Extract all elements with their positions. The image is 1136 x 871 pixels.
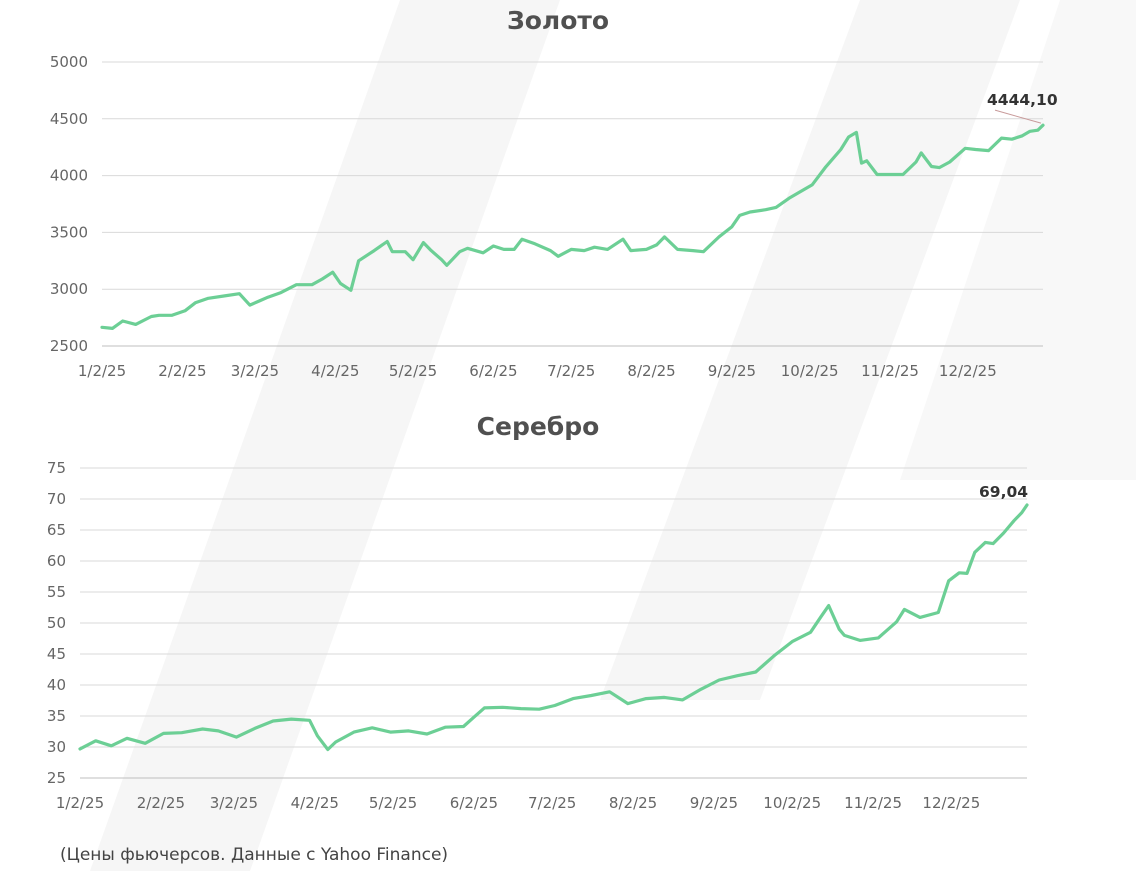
silver-end-value-label: 69,04 xyxy=(979,483,1028,501)
silver-y-tick-label: 50 xyxy=(47,614,66,632)
silver-y-tick-label: 55 xyxy=(47,583,66,601)
gold-x-tick-label: 5/2/25 xyxy=(389,362,437,380)
gold-x-tick-label: 10/2/25 xyxy=(781,362,839,380)
silver-x-tick-label: 1/2/25 xyxy=(56,794,104,812)
gold-x-tick-label: 11/2/25 xyxy=(861,362,919,380)
gold-y-tick-label: 3500 xyxy=(50,223,88,241)
silver-y-tick-label: 65 xyxy=(47,521,66,539)
silver-y-tick-label: 40 xyxy=(47,676,66,694)
gold-price-line xyxy=(100,123,1045,330)
gold-x-tick-label: 4/2/25 xyxy=(311,362,359,380)
gold-x-tick-label: 3/2/25 xyxy=(231,362,279,380)
silver-x-tick-label: 10/2/25 xyxy=(763,794,821,812)
silver-y-tick-label: 25 xyxy=(47,769,66,787)
footnote: (Цены фьючерсов. Данные с Yahoo Finance) xyxy=(60,845,449,865)
gold-y-tick-label: 3000 xyxy=(50,280,88,298)
silver-y-tick-label: 45 xyxy=(47,645,66,663)
gold-chart-title: Золото xyxy=(506,6,610,35)
silver-price-line xyxy=(78,503,1029,752)
gold-x-tick-label: 2/2/25 xyxy=(158,362,206,380)
gold-x-tick-label: 1/2/25 xyxy=(78,362,126,380)
silver-x-tick-label: 3/2/25 xyxy=(210,794,258,812)
gold-x-tick-label: 6/2/25 xyxy=(469,362,517,380)
silver-x-tick-label: 6/2/25 xyxy=(450,794,498,812)
gold-x-tick-label: 8/2/25 xyxy=(627,362,675,380)
gold-y-tick-label: 4500 xyxy=(50,110,88,128)
silver-y-tick-label: 75 xyxy=(47,459,66,477)
gold-y-tick-label: 2500 xyxy=(50,337,88,355)
silver-chart-title: Серебро xyxy=(476,412,600,441)
gold-y-tick-label: 4000 xyxy=(50,167,88,185)
gold-x-tick-label: 9/2/25 xyxy=(708,362,756,380)
silver-y-tick-label: 60 xyxy=(47,552,66,570)
silver-x-tick-label: 5/2/25 xyxy=(369,794,417,812)
gold-end-value-label: 4444,10 xyxy=(987,91,1058,109)
silver-x-tick-label: 8/2/25 xyxy=(609,794,657,812)
silver-x-tick-label: 9/2/25 xyxy=(690,794,738,812)
gold-y-tick-label: 5000 xyxy=(50,53,88,71)
gold-end-label-leader xyxy=(994,109,1042,124)
silver-y-tick-label: 70 xyxy=(47,490,66,508)
silver-x-tick-label: 2/2/25 xyxy=(137,794,185,812)
silver-y-tick-label: 35 xyxy=(47,707,66,725)
silver-x-tick-label: 12/2/25 xyxy=(922,794,980,812)
silver-y-tick-label: 30 xyxy=(47,738,66,756)
gold-x-tick-label: 7/2/25 xyxy=(547,362,595,380)
gold-x-tick-label: 12/2/25 xyxy=(939,362,997,380)
silver-x-tick-label: 4/2/25 xyxy=(291,794,339,812)
silver-x-tick-label: 7/2/25 xyxy=(528,794,576,812)
silver-x-tick-label: 11/2/25 xyxy=(844,794,902,812)
